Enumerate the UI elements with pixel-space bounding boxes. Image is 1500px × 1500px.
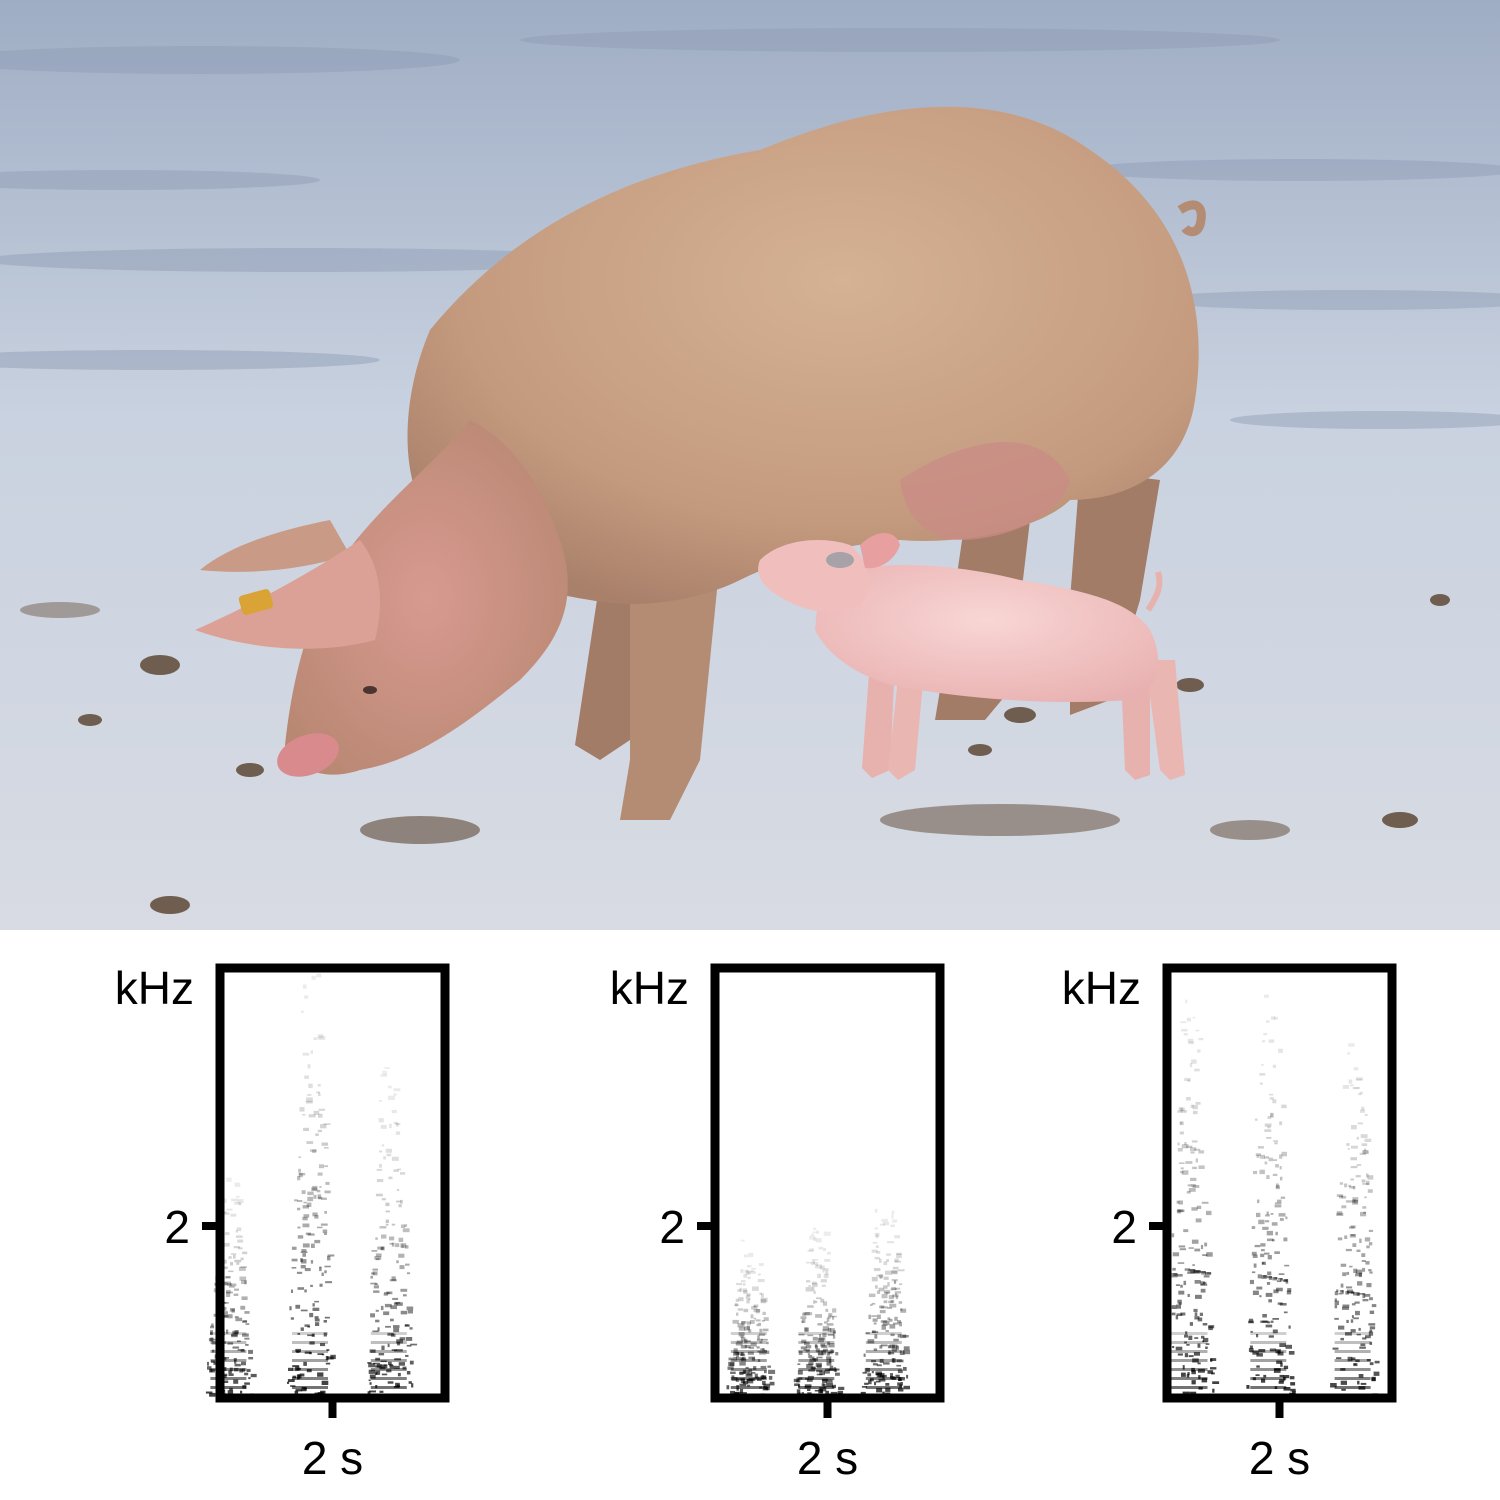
sow-snout <box>277 733 339 777</box>
y-unit-label: kHz <box>115 962 194 1014</box>
sow-and-piglet-photo <box>0 0 1500 930</box>
y-unit-label: kHz <box>610 962 689 1014</box>
call-3 <box>1330 1043 1382 1396</box>
call-1 <box>205 1172 257 1398</box>
sow-eye <box>363 686 377 694</box>
call-2 <box>793 1227 845 1397</box>
soil-clods <box>20 594 1450 914</box>
spectrogram-panel-2: 2 kHz 2 s <box>575 940 1005 1500</box>
sow-head <box>285 420 568 775</box>
spectrogram-calls <box>1171 994 1382 1396</box>
spectrogram-3: 2 kHz 2 s <box>1062 962 1397 1484</box>
spectrogram-1: 2 kHz 2 s <box>115 962 450 1484</box>
y-unit-label: kHz <box>1062 962 1141 1014</box>
call-1 <box>726 1239 776 1397</box>
spectrogram-frame <box>215 963 450 1403</box>
sow-ear-back <box>200 520 350 572</box>
y-tick-label: 2 <box>1111 1201 1137 1253</box>
sow-ear-front <box>195 540 380 649</box>
ear-tag <box>238 589 274 615</box>
sow-belly <box>900 442 1070 540</box>
spectrogram-calls <box>205 973 418 1398</box>
call-2 <box>1246 994 1296 1396</box>
call-2 <box>287 973 336 1397</box>
call-3 <box>860 1208 911 1397</box>
x-tick-label: 2 s <box>797 1432 858 1484</box>
call-1 <box>1171 999 1220 1396</box>
spectrogram-calls <box>726 1208 911 1397</box>
call-3 <box>367 1067 418 1398</box>
spectrogram-panel-3: 2 kHz 2 s <box>1027 940 1457 1500</box>
y-tick-label: 2 <box>164 1201 190 1253</box>
x-tick-label: 2 s <box>1249 1432 1310 1484</box>
spectrogram-2: 2 kHz 2 s <box>610 962 945 1484</box>
sow-tail <box>1177 200 1206 237</box>
y-tick-label: 2 <box>659 1201 685 1253</box>
spectrogram-panel-1: 2 kHz 2 s <box>80 940 510 1500</box>
ground-streaks <box>0 28 1500 429</box>
piglet <box>758 532 1185 780</box>
x-tick-label: 2 s <box>302 1432 363 1484</box>
